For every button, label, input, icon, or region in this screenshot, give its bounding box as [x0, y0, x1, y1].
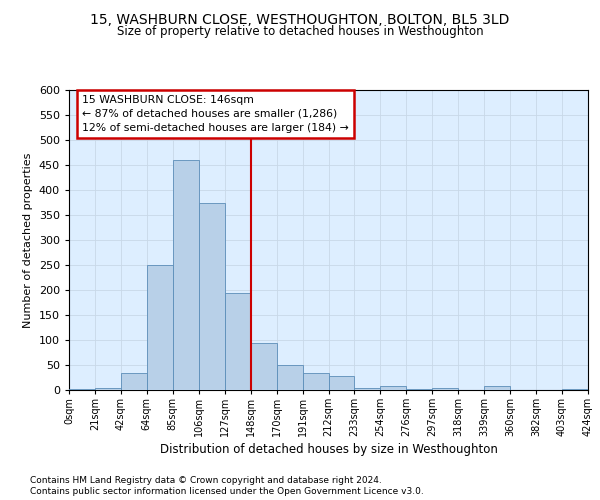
Bar — [147, 265, 173, 390]
Bar — [199, 202, 224, 390]
Bar — [355, 388, 380, 390]
Y-axis label: Number of detached properties: Number of detached properties — [23, 152, 33, 328]
Bar — [329, 376, 355, 390]
Text: Contains HM Land Registry data © Crown copyright and database right 2024.: Contains HM Land Registry data © Crown c… — [30, 476, 382, 485]
Bar — [225, 292, 251, 390]
Text: 15, WASHBURN CLOSE, WESTHOUGHTON, BOLTON, BL5 3LD: 15, WASHBURN CLOSE, WESTHOUGHTON, BOLTON… — [91, 12, 509, 26]
Text: Distribution of detached houses by size in Westhoughton: Distribution of detached houses by size … — [160, 442, 498, 456]
Text: Contains public sector information licensed under the Open Government Licence v3: Contains public sector information licen… — [30, 488, 424, 496]
Bar — [95, 388, 121, 390]
Text: 15 WASHBURN CLOSE: 146sqm
← 87% of detached houses are smaller (1,286)
12% of se: 15 WASHBURN CLOSE: 146sqm ← 87% of detac… — [82, 95, 349, 133]
Bar — [562, 389, 588, 390]
Bar — [406, 389, 432, 390]
Bar — [433, 388, 458, 390]
Text: Size of property relative to detached houses in Westhoughton: Size of property relative to detached ho… — [116, 25, 484, 38]
Bar — [484, 386, 510, 390]
Bar — [69, 389, 95, 390]
Bar — [302, 372, 329, 390]
Bar — [380, 386, 406, 390]
Bar — [173, 160, 199, 390]
Bar — [277, 365, 302, 390]
Bar — [251, 342, 277, 390]
Bar — [121, 372, 147, 390]
